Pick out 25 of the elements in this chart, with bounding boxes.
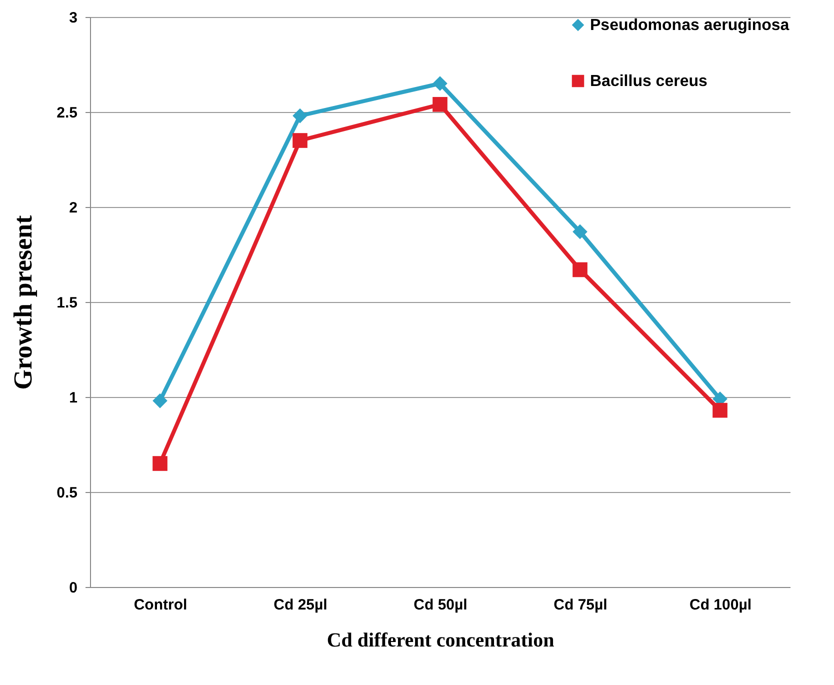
- legend-label: Bacillus cereus: [590, 73, 708, 90]
- point: [292, 108, 308, 124]
- y-tick-label: 1.5: [56, 294, 78, 312]
- y-tick-label: 3: [69, 10, 78, 26]
- point: [572, 262, 588, 278]
- point: [712, 402, 728, 418]
- y-tick-label: 0: [69, 580, 78, 596]
- x-tick-label: Cd 75µl: [554, 596, 608, 614]
- x-tick-label: Control: [134, 596, 188, 614]
- x-tick-label: Cd 25µl: [274, 596, 328, 614]
- x-tick-label: Cd 50µl: [414, 596, 468, 614]
- point: [572, 224, 588, 240]
- y-axis-title: Growth present: [8, 214, 38, 390]
- point: [432, 76, 448, 91]
- point: [152, 393, 168, 408]
- y-tick-label: 2.5: [56, 104, 78, 122]
- x-tick-label: Cd 100µl: [690, 596, 752, 614]
- point: [152, 456, 168, 471]
- x-axis-title: Cd different concentration: [326, 630, 554, 652]
- legend-label: Pseudomonas aeruginosa: [590, 17, 790, 34]
- point: [292, 133, 308, 148]
- y-tick-label: 2: [69, 200, 78, 216]
- y-tick-label: 1: [69, 390, 78, 406]
- y-tick-label: 0.5: [56, 484, 78, 502]
- point: [432, 96, 448, 112]
